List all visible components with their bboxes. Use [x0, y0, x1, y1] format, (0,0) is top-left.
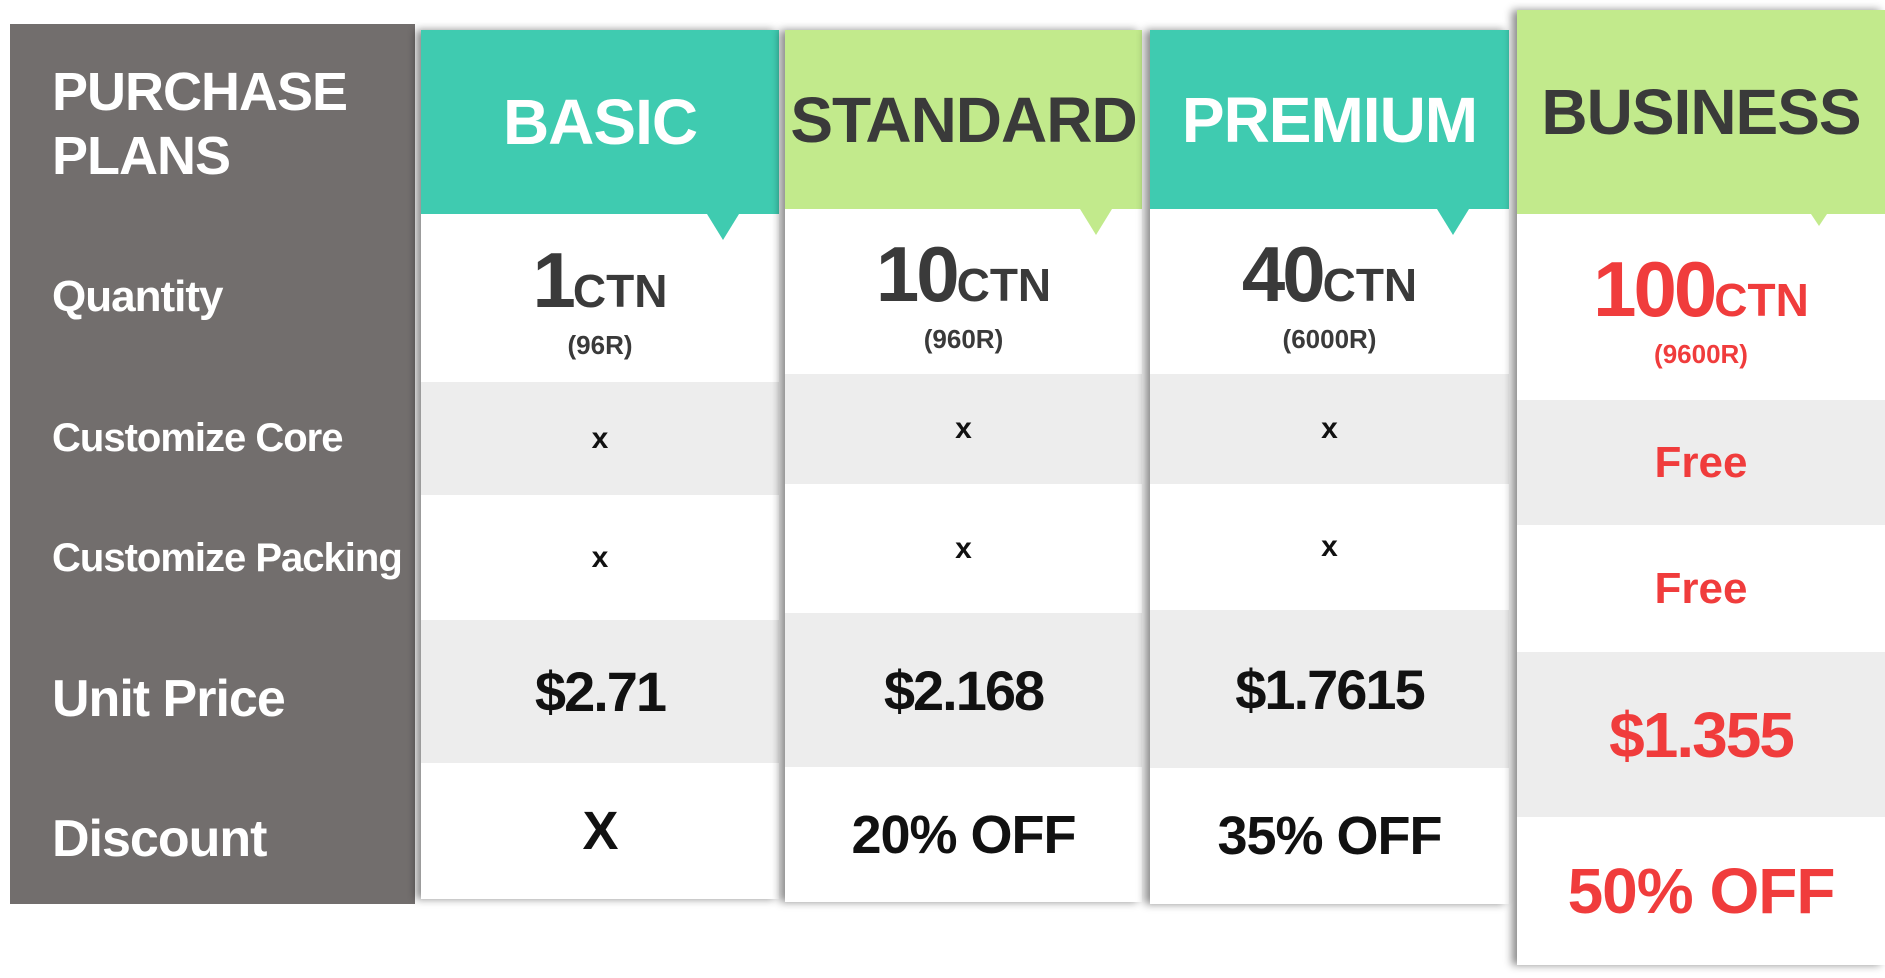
label-customize-packing: Customize Packing [52, 536, 403, 580]
plan-name: BUSINESS [1541, 76, 1861, 148]
plan-card-standard[interactable]: STANDARD 10 CTN (960R) x x $2.168 20% OFF [785, 30, 1142, 902]
plan-rolls: (6000R) [1282, 323, 1377, 354]
customize-packing-value: x [955, 531, 972, 565]
plan-header: STANDARD [785, 30, 1142, 235]
customize-core-value: x [1150, 374, 1509, 484]
plan-quantity: 40 CTN [1241, 229, 1418, 318]
plan-name: PREMIUM [1181, 83, 1478, 156]
plan-rolls: (96R) [567, 330, 633, 360]
customize-core-value: x [785, 374, 1142, 484]
plan-name: BASIC [502, 86, 698, 158]
unit-price-value: $2.71 [421, 620, 779, 763]
label-customize-core: Customize Core [52, 416, 343, 460]
plan-card-premium[interactable]: PREMIUM 40 CTN (6000R) x x $1.7615 35% OFF [1150, 30, 1509, 904]
plan-quantity: 1 CTN [532, 236, 668, 324]
label-discount: Discount [52, 810, 267, 868]
plan-rolls: (9600R) [1654, 339, 1748, 369]
plan-quantity: 100 CTN [1593, 245, 1809, 333]
unit-price-value: $1.355 [1517, 652, 1885, 817]
plan-quantity: 10 CTN [875, 229, 1052, 318]
customize-core-value: Free [1517, 400, 1885, 525]
feature-labels-panel: PURCHASE PLANS Quantity Customize Core Cu… [10, 24, 415, 904]
plan-card-basic[interactable]: BASIC 1 CTN (96R) x x $2.71 X [421, 30, 779, 899]
customize-packing-value: Free [1654, 563, 1748, 613]
customize-packing-value: x [591, 540, 609, 574]
unit-price-value: $1.7615 [1150, 610, 1509, 768]
discount-value: X [582, 801, 618, 861]
unit-price-value: $2.168 [785, 613, 1142, 767]
customize-packing-value: x [1321, 530, 1338, 563]
plan-name: STANDARD [790, 83, 1137, 156]
plan-header: BUSINESS [1517, 10, 1885, 226]
discount-value: 50% OFF [1567, 855, 1836, 927]
label-unit-price: Unit Price [52, 670, 286, 728]
customize-core-value: x [421, 382, 779, 495]
plan-header: PREMIUM [1150, 30, 1509, 235]
label-quantity: Quantity [52, 272, 223, 321]
discount-value: 35% OFF [1217, 806, 1442, 866]
discount-value: 20% OFF [851, 804, 1076, 865]
page-title: PURCHASE PLANS [52, 62, 348, 186]
plan-card-business[interactable]: BUSINESS 100 CTN (9600R) Free Free $1.355 … [1517, 10, 1885, 965]
plan-header: BASIC [421, 30, 779, 240]
plan-rolls: (960R) [923, 323, 1004, 354]
